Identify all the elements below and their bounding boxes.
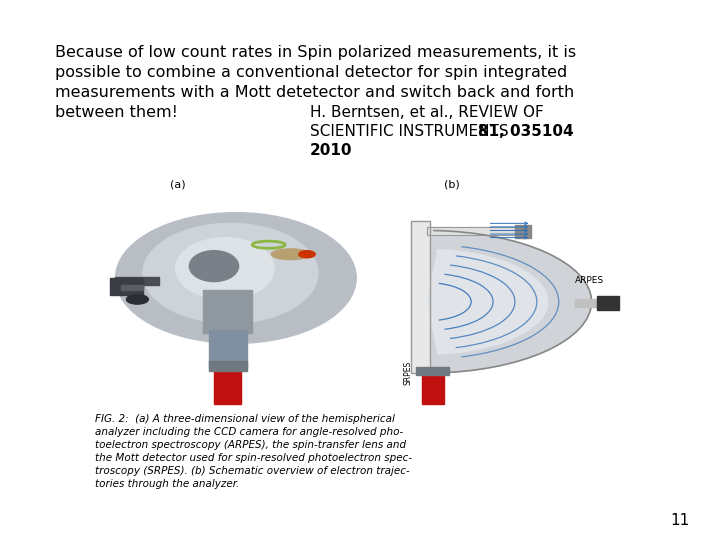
Wedge shape — [428, 249, 548, 354]
Ellipse shape — [176, 238, 274, 299]
Text: possible to combine a conventional detector for spin integrated: possible to combine a conventional detec… — [55, 65, 567, 80]
Text: the Mott detector used for spin-resolved photoelectron spec-: the Mott detector used for spin-resolved… — [95, 453, 412, 463]
Bar — [115, 277, 159, 285]
Bar — [110, 278, 143, 295]
Bar — [411, 221, 430, 373]
Ellipse shape — [189, 251, 238, 281]
Ellipse shape — [115, 213, 356, 343]
Text: FIG. 2:  (a) A three-dimensional view of the hemispherical: FIG. 2: (a) A three-dimensional view of … — [95, 414, 395, 424]
Bar — [428, 227, 515, 235]
Text: troscopy (SRPES). (b) Schematic overview of electron trajec-: troscopy (SRPES). (b) Schematic overview… — [95, 466, 410, 476]
Bar — [203, 290, 252, 333]
Text: 2010: 2010 — [310, 143, 353, 158]
Ellipse shape — [299, 251, 315, 258]
Bar — [428, 227, 515, 235]
Bar — [416, 367, 449, 375]
Text: ARPES: ARPES — [575, 276, 604, 285]
Ellipse shape — [143, 224, 318, 323]
Text: H. Berntsen, et al., REVIEW OF: H. Berntsen, et al., REVIEW OF — [310, 105, 544, 120]
Text: 11: 11 — [671, 513, 690, 528]
Text: tories through the analyzer.: tories through the analyzer. — [95, 479, 239, 489]
Text: between them!: between them! — [55, 105, 178, 120]
Bar — [597, 296, 619, 310]
Bar — [515, 225, 531, 238]
Text: SRPES: SRPES — [404, 360, 413, 384]
Bar — [121, 285, 143, 290]
Bar — [214, 366, 241, 404]
Text: Because of low count rates in Spin polarized measurements, it is: Because of low count rates in Spin polar… — [55, 45, 576, 60]
Text: measurements with a Mott detetector and switch back and forth: measurements with a Mott detetector and … — [55, 85, 575, 100]
Bar — [411, 221, 430, 373]
Text: analyzer including the CCD camera for angle-resolved pho-: analyzer including the CCD camera for an… — [95, 427, 403, 437]
Wedge shape — [428, 231, 592, 373]
Text: SCIENTIFIC INSTRUMENTS: SCIENTIFIC INSTRUMENTS — [310, 124, 513, 139]
Circle shape — [127, 295, 148, 304]
Ellipse shape — [271, 249, 310, 260]
Text: toelectron spectroscopy (ARPES), the spin-transfer lens and: toelectron spectroscopy (ARPES), the spi… — [95, 440, 406, 450]
Bar — [575, 299, 597, 307]
Text: (a): (a) — [170, 180, 186, 190]
Text: (b): (b) — [444, 180, 459, 190]
Bar — [209, 330, 247, 368]
Text: 81, 035104: 81, 035104 — [478, 124, 574, 139]
Bar — [422, 370, 444, 404]
Bar — [209, 361, 247, 370]
